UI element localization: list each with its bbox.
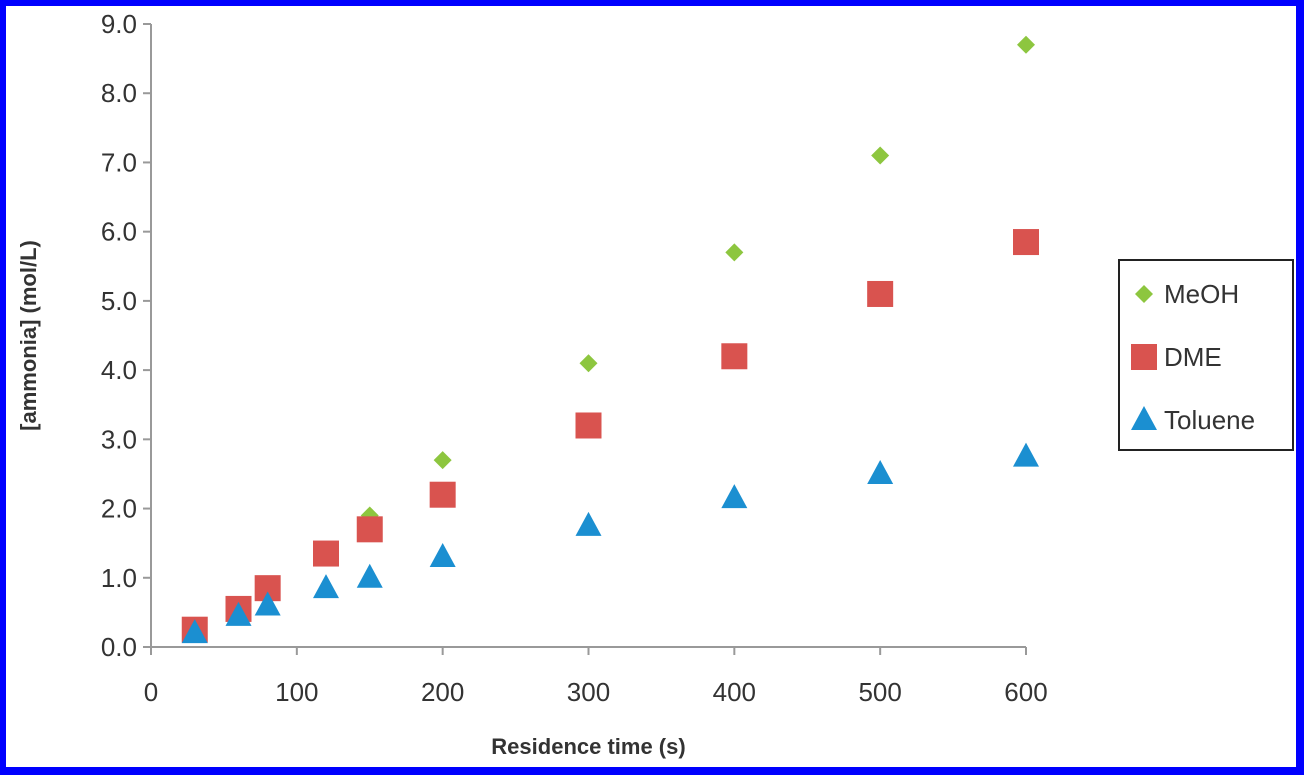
dme-data-point (356, 516, 383, 543)
scatter-chart: 0.0 1.0 2.0 3.0 4.0 5.0 6.0 7.0 8.0 9.0 0 100 200 300… (16, 9, 1294, 759)
x-tick-label: 400 (713, 677, 756, 707)
meoh-data-point (871, 146, 890, 165)
y-tick-label: 5.0 (101, 286, 137, 316)
y-tick-label: 7.0 (101, 147, 137, 177)
y-tick-label: 3.0 (101, 424, 137, 454)
toluene-data-point (254, 591, 281, 616)
toluene-data-point (225, 601, 252, 626)
dme-data-point (867, 280, 894, 307)
x-tick-label: 600 (1004, 677, 1047, 707)
y-tick-label: 2.0 (101, 494, 137, 524)
meoh-data-point (579, 354, 598, 373)
toluene-data-point (1013, 442, 1039, 467)
x-tick-label: 100 (275, 677, 318, 707)
y-tick-label: 9.0 (101, 9, 137, 39)
toluene-data-point (575, 511, 602, 536)
toluene-data-point (867, 459, 894, 484)
legend-meoh-marker (1135, 285, 1153, 303)
legend-toluene-marker (1131, 406, 1157, 430)
y-tick-label: 0.0 (101, 632, 137, 662)
tick-labels: 0.0 1.0 2.0 3.0 4.0 5.0 6.0 7.0 8.0 9.0 0 100 200 300… (101, 9, 1048, 707)
x-tick-label: 300 (567, 677, 610, 707)
legend-dme-marker (1131, 344, 1157, 370)
x-tick-label: 500 (858, 677, 901, 707)
meoh-data-point (1017, 35, 1035, 54)
toluene-data-point (356, 563, 383, 588)
dme-data-point (1013, 229, 1039, 256)
x-tick-label: 0 (144, 677, 158, 707)
toluene-data-point (429, 543, 456, 568)
chart-frame: 0.0 1.0 2.0 3.0 4.0 5.0 6.0 7.0 8.0 9.0 0 100 200 300… (6, 6, 1296, 767)
axes (143, 23, 1027, 655)
dme-data-point (313, 540, 339, 567)
y-tick-label: 1.0 (101, 563, 137, 593)
legend: MeOH DME Toluene (1118, 259, 1294, 451)
y-tick-label: 4.0 (101, 355, 137, 385)
meoh-data-point (433, 451, 452, 470)
legend-label: DME (1164, 342, 1222, 372)
legend-label: MeOH (1164, 279, 1239, 309)
meoh-data-point (725, 243, 744, 262)
legend-label: Toluene (1164, 405, 1255, 435)
dme-data-point (429, 481, 456, 508)
data-points (181, 35, 1039, 644)
y-tick-label: 8.0 (101, 78, 137, 108)
dme-data-point (721, 343, 748, 370)
x-axis-title: Residence time (s) (491, 734, 685, 759)
dme-data-point (575, 412, 602, 439)
toluene-data-point (721, 484, 748, 509)
y-axis-title: [ammonia] (mol/L) (16, 240, 41, 431)
toluene-data-point (313, 574, 339, 599)
toluene-data-point (181, 619, 208, 644)
y-tick-label: 6.0 (101, 217, 137, 247)
x-tick-label: 200 (421, 677, 464, 707)
